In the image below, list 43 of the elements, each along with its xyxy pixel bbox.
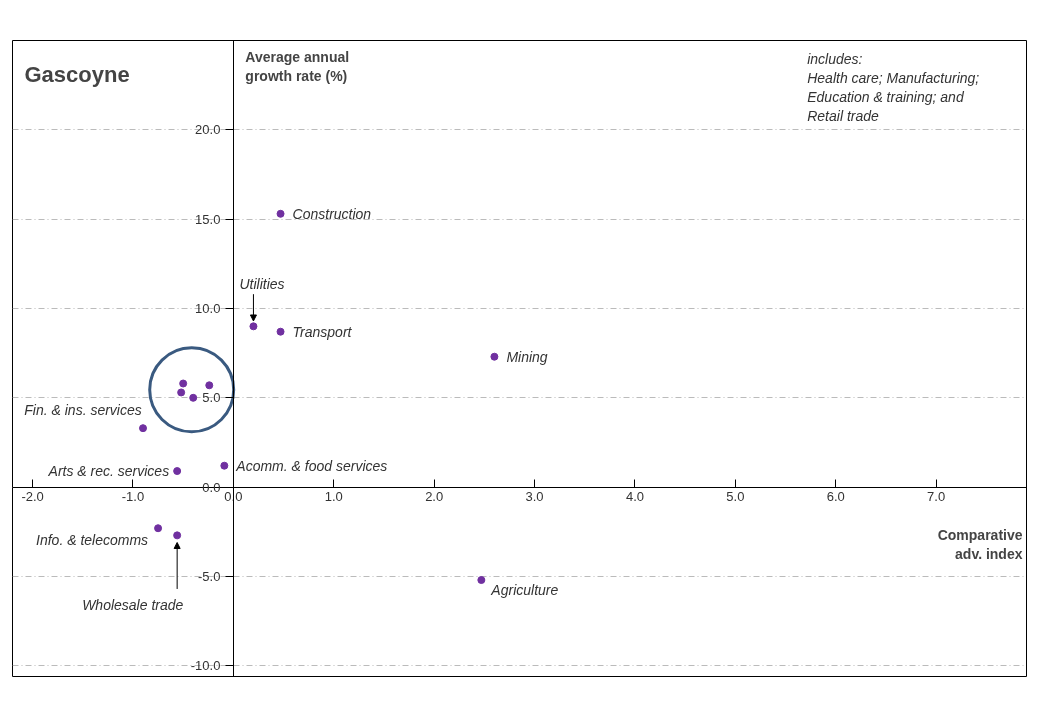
point [173, 467, 182, 476]
x-tick-label: 3.0 [525, 489, 544, 505]
y-axis-title: Average annual growth rate (%) [245, 48, 350, 84]
x-tick-label: 5.0 [726, 489, 745, 505]
x-tick-label: 2.0 [425, 489, 444, 505]
x-tick-label: -2.0 [21, 489, 44, 505]
x-axis-title: Comparative adv. index [937, 527, 1023, 563]
point [490, 352, 499, 361]
annotation: Arts & rec. services [47, 463, 170, 480]
y-tick-label: 20.0 [195, 122, 221, 138]
point [220, 461, 229, 470]
point [177, 388, 186, 397]
point [205, 381, 214, 390]
point [154, 524, 163, 533]
x-tick-label: 1.0 [324, 489, 343, 505]
annotation: Transport [292, 323, 353, 340]
annotation: Wholesale trade [82, 597, 184, 614]
point [477, 576, 486, 585]
point [276, 209, 285, 218]
point [173, 531, 182, 540]
point [189, 393, 198, 402]
y-tick-label: 15.0 [195, 211, 221, 227]
annotation: Acomm. & food services [235, 457, 388, 474]
text: Gascoyne [24, 61, 130, 87]
x-tick-label: -1.0 [121, 489, 145, 505]
annotation: Agriculture [490, 582, 559, 599]
annotation: Info. & telecomms [36, 532, 149, 549]
annotation: Utilities [239, 276, 285, 293]
point [139, 424, 148, 433]
annotation: Mining [506, 348, 548, 365]
y-tick-label: -10.0 [190, 658, 221, 674]
point [249, 322, 258, 331]
y-tick-label: -5.0 [197, 568, 221, 584]
annotation: Construction [292, 205, 372, 222]
x-tick-label: 4.0 [625, 489, 644, 505]
annotation: Fin. & ins. services [24, 402, 142, 419]
annotation: includes: Health care; Manufacturing; Education & training; and Retail trade [807, 50, 980, 125]
y-tick-label: 10.0 [195, 300, 221, 316]
x-tick-label: 6.0 [826, 489, 845, 505]
y-tick-label: 5.0 [202, 390, 221, 406]
point [276, 327, 285, 336]
point [179, 379, 188, 388]
x-tick-label: 7.0 [927, 489, 946, 505]
